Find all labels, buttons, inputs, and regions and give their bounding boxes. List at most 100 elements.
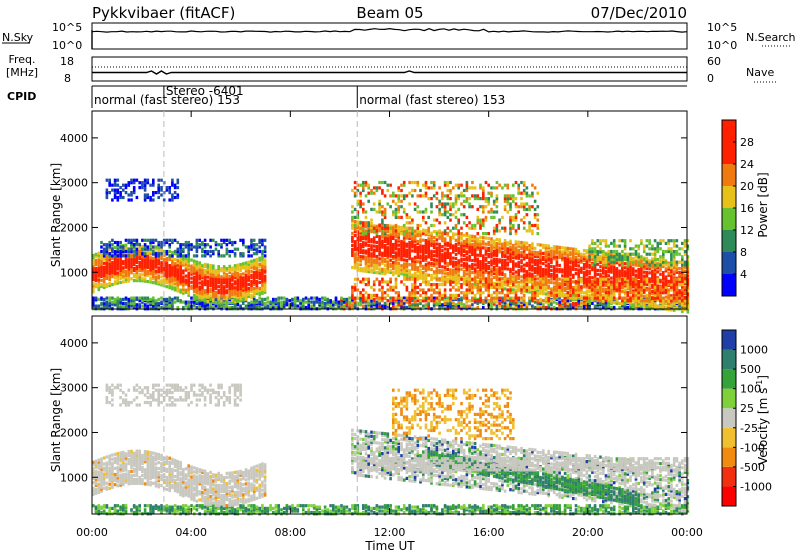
data-cell (201, 292, 204, 296)
data-cell (258, 300, 261, 304)
data-cell (141, 279, 144, 283)
data-cell (362, 229, 365, 233)
data-cell (261, 257, 264, 261)
data-cell (397, 239, 400, 243)
data-cell (522, 257, 526, 261)
data-cell (239, 262, 242, 267)
data-cell (198, 238, 201, 242)
data-cell (119, 305, 122, 310)
data-cell (482, 207, 485, 211)
data-cell (501, 252, 504, 256)
data-cell (531, 266, 534, 270)
data-cell (356, 188, 360, 193)
data-cell (394, 300, 398, 304)
data-cell (550, 293, 553, 297)
data-cell (102, 265, 106, 269)
data-cell (255, 279, 259, 283)
data-cell (392, 263, 395, 267)
data-cell (465, 223, 469, 228)
data-cell (113, 195, 117, 200)
data-cell (247, 301, 250, 305)
data-cell (244, 295, 248, 299)
data-cell (220, 301, 223, 305)
data-cell (522, 283, 526, 287)
data-cell (255, 271, 259, 275)
data-cell (116, 183, 120, 187)
data-cell (482, 242, 485, 246)
data-cell (102, 243, 106, 247)
data-cell (239, 238, 242, 242)
data-cell (435, 258, 439, 262)
data-cell (569, 247, 572, 251)
data-cell (231, 292, 234, 296)
data-cell (454, 303, 458, 307)
data-cell (394, 271, 398, 275)
data-cell (441, 293, 444, 297)
data-cell (250, 289, 253, 294)
data-cell (122, 247, 125, 251)
data-cell (255, 275, 259, 279)
data-cell (588, 285, 591, 289)
data-cell (449, 238, 452, 242)
data-cell (222, 295, 226, 299)
data-cell (522, 207, 526, 211)
data-cell (574, 272, 578, 276)
data-cell (372, 226, 376, 230)
data-cell (490, 280, 493, 284)
data-cell (225, 291, 229, 295)
nave-label: Nave (746, 66, 774, 79)
data-cell (116, 281, 120, 285)
data-cell (465, 183, 469, 187)
data-cell (528, 264, 531, 268)
data-cell (531, 274, 534, 278)
data-cell (351, 237, 354, 241)
data-cell (454, 281, 458, 285)
data-cell (201, 274, 204, 278)
data-cell (416, 256, 420, 260)
data-cell (132, 188, 136, 192)
data-cell (195, 290, 199, 294)
data-cell (132, 258, 136, 263)
data-cell (454, 262, 458, 267)
data-cell (405, 288, 409, 292)
data-cell (509, 194, 512, 198)
data-cell (487, 252, 490, 257)
data-cell (233, 270, 237, 274)
data-cell (411, 283, 414, 287)
data-cell (520, 180, 523, 185)
data-cell (533, 254, 537, 258)
data-cell (531, 304, 534, 308)
data-cell (427, 255, 430, 259)
data-cell (135, 252, 139, 256)
data-cell (184, 266, 188, 270)
data-cell (555, 273, 559, 277)
data-cell (217, 277, 220, 281)
data-cell (247, 260, 250, 264)
data-cell (375, 226, 379, 230)
data-cell (580, 303, 583, 307)
data-cell (495, 278, 499, 282)
data-cell (490, 263, 493, 267)
data-cell (162, 297, 166, 301)
data-cell (252, 270, 256, 274)
data-cell (525, 283, 529, 287)
data-cell (454, 275, 458, 279)
data-cell (533, 287, 537, 291)
data-cell (503, 293, 507, 297)
data-cell (468, 226, 471, 230)
data-cell (547, 266, 550, 270)
data-cell (364, 265, 368, 269)
data-cell (443, 280, 447, 284)
data-cell (566, 287, 570, 291)
data-cell (209, 272, 212, 276)
data-cell (552, 267, 556, 271)
data-cell (203, 278, 207, 283)
data-cell (422, 266, 425, 270)
data-cell (438, 264, 441, 269)
data-cell (173, 296, 177, 300)
data-cell (389, 270, 392, 274)
data-cell (563, 266, 567, 270)
data-cell (503, 255, 507, 259)
data-cell (569, 293, 572, 297)
data-cell (97, 271, 101, 276)
